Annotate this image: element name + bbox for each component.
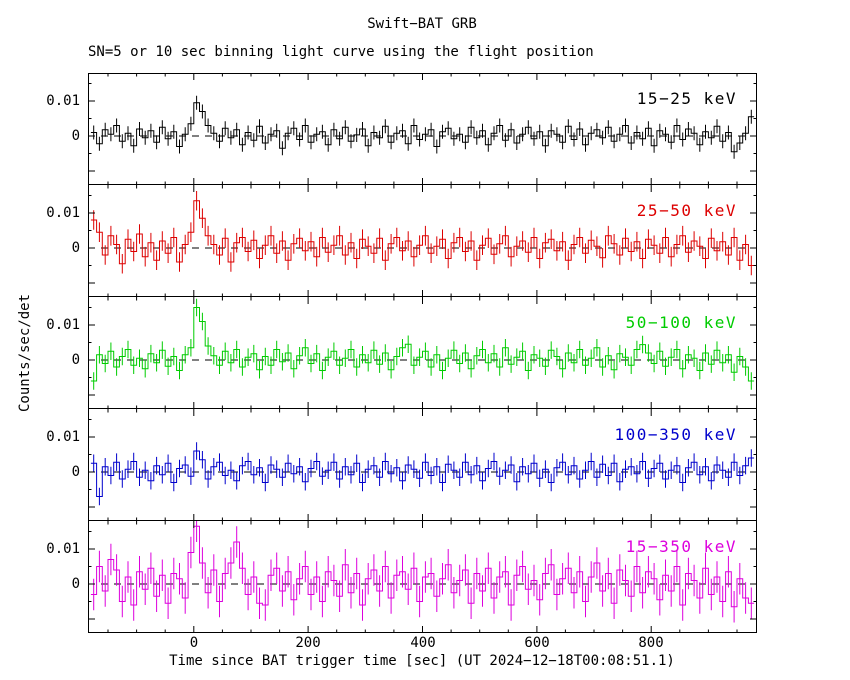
y-tick-label: 0.01 <box>46 93 80 109</box>
page-title: Swift−BAT GRB <box>367 16 477 32</box>
light-curve-panel-15-25kev <box>88 73 757 185</box>
band-label-15-25kev: 15−25 keV <box>636 89 737 108</box>
y-tick-label: 0 <box>71 576 80 592</box>
y-tick-label: 0.01 <box>46 205 80 221</box>
y-tick-label: 0 <box>71 464 80 480</box>
y-axis-label: Counts/sec/det <box>17 293 33 413</box>
light-curve-panel-50-100kev <box>88 297 757 409</box>
light-curve-panel-15-350kev <box>88 521 757 633</box>
y-tick-label: 0 <box>71 240 80 256</box>
x-tick-label: 200 <box>295 635 321 651</box>
band-label-50-100kev: 50−100 keV <box>625 313 737 332</box>
light-curve-panel-100-350kev <box>88 409 757 521</box>
y-tick-label: 0.01 <box>46 317 80 333</box>
band-label-100-350kev: 100−350 keV <box>614 425 737 444</box>
light-curve-panel-25-50kev <box>88 185 757 297</box>
y-tick-label: 0.01 <box>46 541 80 557</box>
band-label-25-50kev: 25−50 keV <box>636 201 737 220</box>
y-tick-label: 0 <box>71 352 80 368</box>
x-tick-label: 400 <box>410 635 436 651</box>
y-tick-label: 0.01 <box>46 429 80 445</box>
page-subtitle: SN=5 or 10 sec binning light curve using… <box>88 44 594 60</box>
x-tick-label: 600 <box>524 635 550 651</box>
x-axis-label: Time since BAT trigger time [sec] (UT 20… <box>169 653 675 669</box>
band-label-15-350kev: 15−350 keV <box>625 537 737 556</box>
x-tick-label: 800 <box>638 635 664 651</box>
x-tick-label: 0 <box>189 635 199 651</box>
y-tick-label: 0 <box>71 128 80 144</box>
